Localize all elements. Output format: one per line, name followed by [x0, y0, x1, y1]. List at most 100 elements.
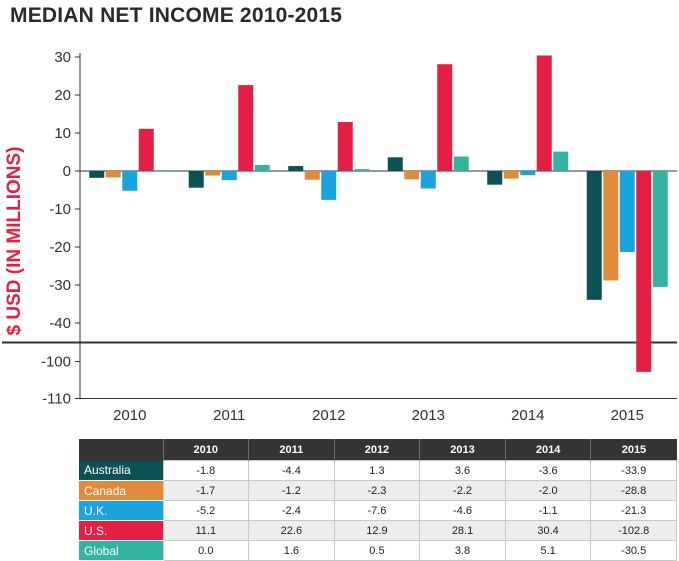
table-cell: -2.0: [504, 480, 592, 501]
table-cell: 22.6: [248, 520, 335, 541]
table-cell: -2.3: [333, 480, 421, 501]
y-tick-label: -30: [49, 277, 71, 294]
bar-canada-2011: [205, 171, 221, 176]
table-cell: 0.5: [333, 540, 421, 561]
y-tick-label: -10: [49, 201, 71, 218]
chart-axes: [2, 53, 677, 399]
bar-us-2010: [138, 128, 154, 171]
bar-australia-2014: [487, 171, 503, 185]
table-header-row: 2010 2011 2012 2013 2014 2015: [79, 439, 677, 461]
table-cell: 3.8: [419, 540, 506, 561]
bar-canada-2015: [603, 171, 619, 281]
table-cell: -21.3: [590, 500, 677, 521]
x-tick-label: 2015: [611, 407, 644, 424]
table-row: U.S. 11.1 22.6 12.9 28.1 30.4 -102.8: [79, 520, 677, 541]
table-header-2010: 2010: [162, 439, 249, 461]
table-cell: -1.8: [162, 460, 250, 481]
x-tick-label: 2014: [511, 407, 544, 424]
bar-uk-2011: [221, 171, 237, 181]
table-cell: 5.1: [504, 540, 592, 561]
table-row-label: U.K.: [79, 500, 163, 521]
x-tick-label: 2010: [113, 407, 146, 424]
table-cell: -3.6: [504, 460, 592, 481]
bar-global-2015: [652, 171, 668, 287]
table-header-2013: 2013: [419, 439, 506, 461]
table-cell: -102.8: [590, 520, 677, 541]
table-row: U.K. -5.2 -2.4 -7.6 -4.6 -1.1 -21.3: [79, 500, 677, 521]
bar-us-2011: [238, 85, 254, 171]
table-cell: -33.9: [590, 460, 677, 481]
bar-canada-2012: [304, 171, 320, 180]
table-cell: 0.0: [162, 540, 250, 561]
bar-us-2013: [437, 64, 453, 171]
y-tick-label: 10: [54, 125, 71, 142]
bar-global-2014: [553, 151, 569, 171]
table-cell: 11.1: [162, 520, 250, 541]
chart-bars: [89, 55, 668, 372]
table-row: Australia -1.8 -4.4 1.3 3.6 -3.6 -33.9: [79, 460, 677, 481]
bar-canada-2013: [404, 171, 420, 180]
table-cell: -1.7: [162, 480, 250, 501]
y-tick-label: 30: [54, 49, 71, 66]
table-cell: 30.4: [504, 520, 592, 541]
y-tick-label: -20: [49, 239, 71, 256]
x-axis-ticks: 2010 2011 2012 2013 2014 2015: [113, 407, 644, 424]
chart-title: MEDIAN NET INCOME 2010-2015: [10, 4, 343, 27]
table-cell: -1.1: [504, 500, 592, 521]
table-cell: -7.6: [333, 500, 421, 521]
bar-chart: 30 2010 0 -10 -20 -30 -40 -100 -110 2010 2011 2012…: [2, 49, 677, 424]
table-cell: 12.9: [333, 520, 421, 541]
table-cell: -4.4: [248, 460, 335, 481]
bar-uk-2013: [420, 171, 436, 189]
table-cell: 1.3: [333, 460, 421, 481]
y-tick-label: -110: [42, 391, 71, 408]
table-row-label: Australia: [79, 460, 163, 481]
y-tick-label: -100: [41, 354, 71, 371]
table-header-2015: 2015: [590, 439, 677, 461]
table-row-label: Global: [79, 540, 163, 561]
table-row-label: U.S.: [79, 520, 163, 541]
x-tick-label: 2012: [312, 407, 345, 424]
bar-global-2011: [254, 164, 270, 171]
table-cell: -1.2: [248, 480, 335, 501]
bar-global-2013: [453, 156, 469, 171]
bar-uk-2010: [122, 171, 138, 191]
table-row: Global 0.0 1.6 0.5 3.8 5.1 -30.5: [79, 540, 677, 561]
bar-canada-2014: [503, 171, 519, 179]
y-tick-label: 0: [63, 163, 71, 180]
bar-uk-2014: [520, 171, 536, 176]
bar-global-2010: [155, 171, 171, 172]
bar-australia-2012: [288, 166, 304, 171]
bar-global-2012: [354, 169, 370, 171]
table-cell: -2.2: [419, 480, 506, 501]
bar-us-2014: [536, 55, 552, 172]
table-header-2012: 2012: [333, 439, 420, 461]
y-axis-ticks: 30 20 10 0 -10 -20 -30 -40 -100 -110: [41, 49, 80, 408]
table-cell: -4.6: [419, 500, 506, 521]
bar-australia-2015: [586, 171, 602, 300]
bar-us-2015: [636, 171, 652, 372]
table-cell: 1.6: [248, 540, 335, 561]
bar-uk-2012: [321, 171, 337, 200]
table-row-label: Canada: [79, 480, 163, 501]
y-tick-label: -40: [49, 315, 71, 332]
table-cell: 28.1: [419, 520, 506, 541]
x-tick-label: 2011: [213, 407, 245, 424]
bar-uk-2015: [619, 171, 635, 252]
bar-us-2012: [337, 121, 353, 171]
data-table: 2010 2011 2012 2013 2014 2015 Australia -…: [79, 439, 677, 561]
table-row: Canada -1.7 -1.2 -2.3 -2.2 -2.0 -28.8: [79, 480, 677, 501]
bar-canada-2010: [105, 171, 121, 178]
y-axis-label: $ USD (IN MILLIONS): [4, 147, 25, 336]
table-cell: -28.8: [590, 480, 677, 501]
table-header-2011: 2011: [248, 439, 335, 461]
table-cell: -30.5: [590, 540, 677, 561]
x-tick-label: 2013: [412, 407, 445, 424]
bar-australia-2013: [387, 157, 403, 171]
bar-australia-2010: [89, 171, 105, 178]
table-corner-cell: [79, 439, 163, 461]
table-header-2014: 2014: [504, 439, 591, 461]
bar-australia-2011: [188, 171, 204, 188]
table-cell: -2.4: [248, 500, 335, 521]
table-cell: -5.2: [162, 500, 250, 521]
